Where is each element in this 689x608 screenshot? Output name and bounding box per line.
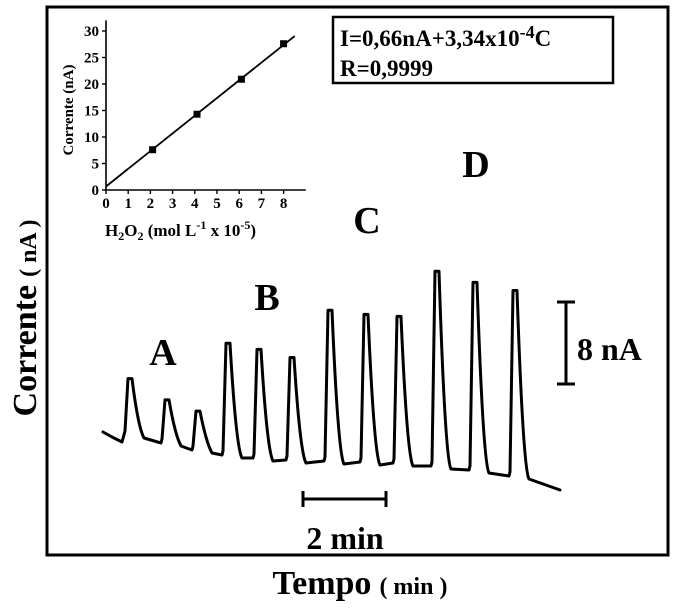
inset-x-tick-label: 5 <box>213 196 221 212</box>
equation-text: I=0,66nA+3,34x10-4C <box>340 22 551 51</box>
group-label-c: C <box>353 200 380 242</box>
inset-x-tick-label: 4 <box>191 196 199 212</box>
inset-y-tick-label: 20 <box>84 77 99 93</box>
group-label-d: D <box>462 144 489 186</box>
inset-x-tick-label: 2 <box>147 196 155 212</box>
inset-data-point <box>193 110 201 118</box>
amperometric-trace <box>101 269 562 492</box>
main-frame <box>45 5 670 557</box>
time-scale-bar <box>301 491 388 507</box>
group-label-b: B <box>254 277 279 319</box>
inset-x-tick-label: 0 <box>102 196 110 212</box>
inset-data-point <box>280 40 288 48</box>
equation-box <box>331 15 615 85</box>
inset-y-tick-label: 25 <box>84 51 99 67</box>
inset-x-tick-label: 8 <box>280 196 288 212</box>
inset-x-label: H2O2 (mol L-1 x 10-5) <box>105 218 256 243</box>
inset-x-tick-label: 7 <box>258 196 266 212</box>
current-scale-label: 8 nA <box>577 331 642 367</box>
inset-y-tick-label: 30 <box>84 24 99 40</box>
r-value-text: R=0,9999 <box>340 56 433 81</box>
inset-data-point <box>149 146 157 154</box>
inset-y-tick-label: 15 <box>84 104 99 120</box>
inset-y-tick-label: 0 <box>92 183 100 199</box>
inset-y-ticks: 0 5 10 15 20 25 30 <box>84 24 106 199</box>
group-label-a: A <box>149 332 177 374</box>
inset-data-point <box>237 75 245 83</box>
inset-axes <box>105 20 306 191</box>
y-axis-label: Corrente( nA ) <box>7 220 44 417</box>
inset-x-tick-label: 3 <box>169 196 177 212</box>
x-axis-label: Tempo( min ) <box>273 565 448 602</box>
inset-x-tick-label: 1 <box>124 196 132 212</box>
inset-x-tick-label: 6 <box>235 196 243 212</box>
time-scale-label: 2 min <box>306 520 384 556</box>
inset-y-label: Corrente (nA) <box>61 65 77 156</box>
current-scale-bar <box>557 300 575 386</box>
inset-points <box>149 40 288 154</box>
inset-y-tick-label: 5 <box>92 157 100 173</box>
inset-y-tick-label: 10 <box>84 130 99 146</box>
